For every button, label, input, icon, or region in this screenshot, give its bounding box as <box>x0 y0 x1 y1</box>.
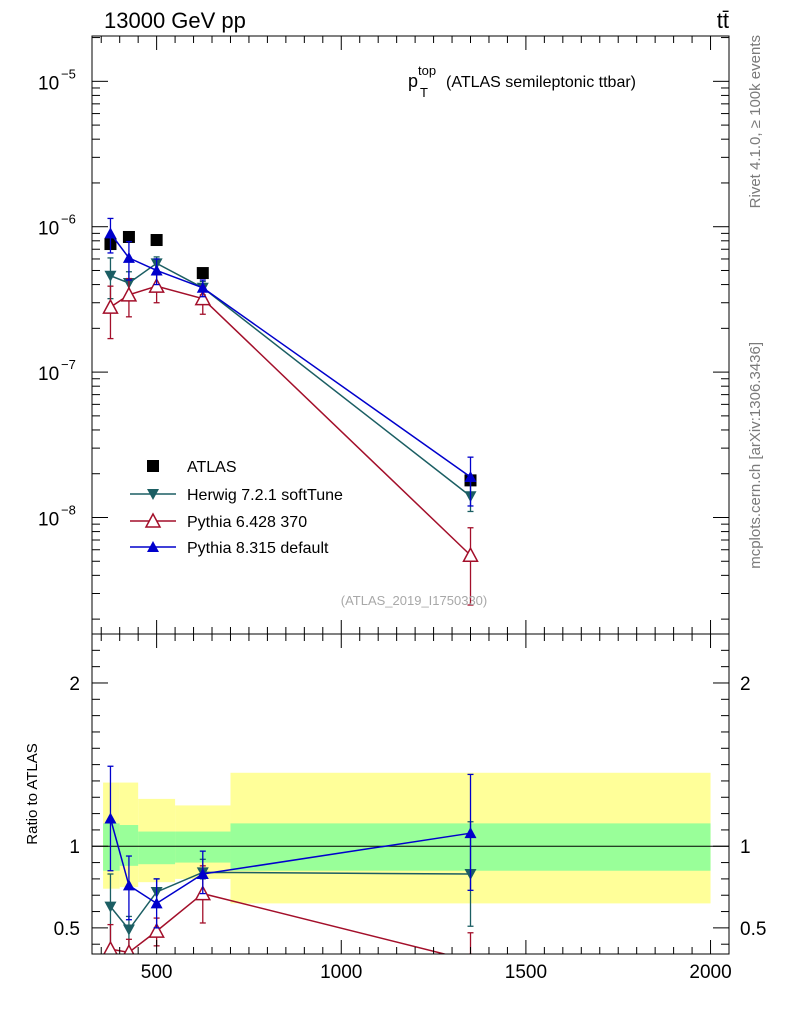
data-point-atlas <box>150 234 163 247</box>
ratio-point-pythia-8-315-default <box>196 868 209 879</box>
legend-marker-herwig <box>147 489 159 500</box>
header-process-label: tt̄ <box>717 8 729 33</box>
x-tick-label: 1500 <box>505 962 547 983</box>
main-y-tick-label: 10 <box>38 73 59 94</box>
ratio-panel-frame <box>91 633 730 955</box>
data-point-atlas <box>196 267 209 280</box>
legend-marker-atlas <box>147 460 159 472</box>
ratio-y-tick-label-left: 2 <box>69 674 80 695</box>
chart-title: (ATLAS semileptonic ttbar) <box>446 74 636 91</box>
ratio-band-inner <box>138 831 176 865</box>
ratio-point-pythia-8-315-default <box>150 897 163 909</box>
ratio-point-herwig-7-2-1-softtune <box>122 924 135 936</box>
data-point-pythia-8-315-default <box>196 281 209 293</box>
legend-label-atlas: ATLAS <box>187 459 237 476</box>
x-tick-label: 500 <box>141 962 173 983</box>
main-y-tick-exponent: −6 <box>61 212 76 227</box>
legend-label-pythia6: Pythia 6.428 370 <box>187 514 307 531</box>
legend-label-pythia8: Pythia 8.315 default <box>187 540 329 557</box>
ratio-point-pythia-8-315-default <box>104 812 117 824</box>
ratio-point-pythia-6-428-370 <box>148 922 165 938</box>
ratio-point-herwig-7-2-1-softtune <box>104 901 117 913</box>
main-panel: 10−810−710−610−5 p top T (ATLAS semilept… <box>38 35 730 635</box>
ratio-band-inner <box>119 825 139 866</box>
data-point-pythia-6-428-370 <box>148 277 165 293</box>
ratio-point-pythia-6-428-370 <box>469 951 472 954</box>
x-tick-label: 2000 <box>689 962 731 983</box>
legend-label-herwig: Herwig 7.2.1 softTune <box>187 487 343 504</box>
chart-title-subscript: T <box>420 85 428 100</box>
main-y-tick-exponent: −7 <box>61 357 76 372</box>
ratio-line-pythia-6-428-370 <box>110 892 448 954</box>
ratio-y-tick-label-right: 2 <box>740 674 751 695</box>
analysis-id-label: (ATLAS_2019_I1750330) <box>341 593 487 608</box>
series-line-herwig-7-2-1-softtune <box>110 262 471 497</box>
data-point-herwig-7-2-1-softtune <box>104 270 117 282</box>
ratio-point-pythia-8-315-default <box>464 827 477 839</box>
legend: ATLAS Herwig 7.2.1 softTune Pythia 6.428… <box>130 459 343 557</box>
ratio-point-pythia-6-428-370 <box>103 940 118 954</box>
main-y-tick-label: 10 <box>38 364 59 385</box>
chart-title-superscript: top <box>418 63 436 78</box>
data-point-pythia-8-315-default <box>104 227 117 239</box>
mcplots-reference-label: mcplots.cern.ch [arXiv:1306.3436] <box>747 342 764 569</box>
data-point-pythia-6-428-370 <box>462 546 479 562</box>
ratio-y-tick-label-right: 0.5 <box>740 919 766 940</box>
ratio-point-pythia-6-428-370 <box>123 943 135 954</box>
main-y-tick-exponent: −8 <box>61 502 76 517</box>
ratio-band-inner <box>103 823 120 871</box>
ratio-y-tick-label-left: 1 <box>69 837 80 858</box>
main-y-tick-label: 10 <box>38 509 59 530</box>
data-point-pythia-8-315-default <box>464 470 477 482</box>
data-point-pythia-6-428-370 <box>194 290 212 306</box>
legend-marker-pythia8 <box>147 541 159 552</box>
main-y-tick-exponent: −5 <box>61 66 76 81</box>
rivet-version-label: Rivet 4.1.0, ≥ 100k events <box>747 35 764 208</box>
data-point-pythia-6-428-370 <box>102 298 119 314</box>
legend-marker-pythia6 <box>144 512 162 528</box>
x-tick-label: 1000 <box>320 962 362 983</box>
ratio-y-tick-label-left: 0.5 <box>54 919 80 940</box>
chart-title-symbol: p <box>408 71 418 91</box>
data-point-pythia-8-315-default <box>122 251 135 263</box>
ratio-y-tick-label-right: 1 <box>740 837 751 858</box>
ratio-panel: 0.5 0.5 1 1 2 2 500 1000 1500 2000 Ratio to ATLA… <box>24 633 766 983</box>
data-point-pythia-6-428-370 <box>120 286 138 302</box>
main-y-tick-label: 10 <box>38 219 59 240</box>
ratio-point-pythia-8-315-default <box>122 879 135 891</box>
header-energy-label: 13000 GeV pp <box>104 8 246 33</box>
ratio-y-axis-label: Ratio to ATLAS <box>24 743 41 844</box>
data-point-pythia-8-315-default <box>150 264 163 276</box>
data-point-atlas <box>122 230 135 243</box>
